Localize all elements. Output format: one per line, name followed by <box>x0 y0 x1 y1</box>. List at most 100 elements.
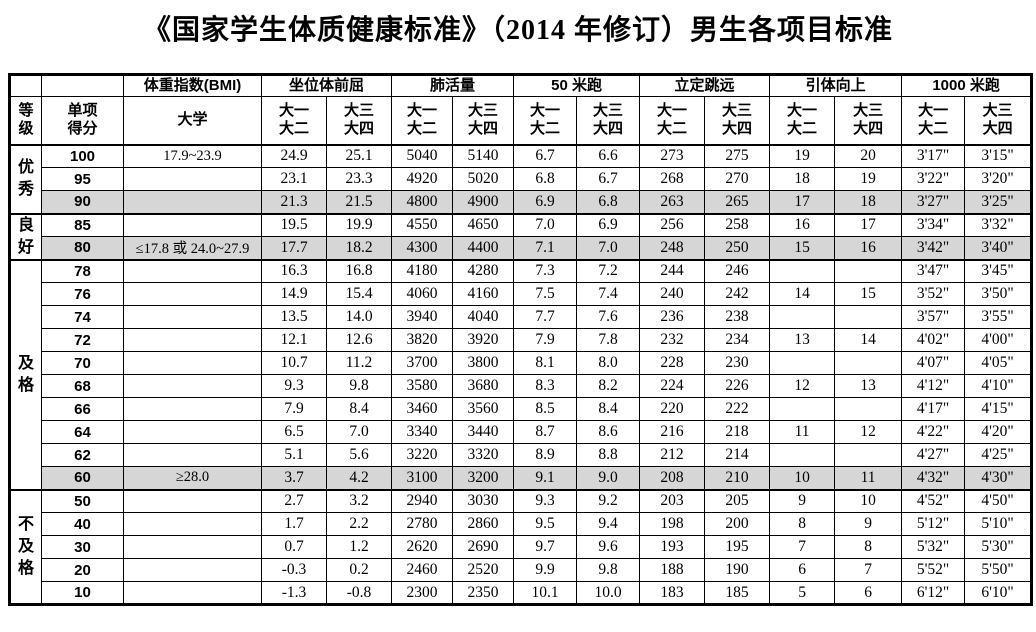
value-cell: 5'10" <box>964 512 1033 536</box>
value-cell: 2300 <box>391 581 454 605</box>
value-cell <box>834 351 903 375</box>
value-cell: 4'25" <box>964 443 1033 467</box>
value-cell: 3'17" <box>901 143 966 168</box>
table-row: 30 0.7 1.2 2620 2690 9.7 9.6 193 195 7 8 5'32" 5'30" <box>10 535 1033 559</box>
table-row: 72 12.1 12.6 3820 3920 7.9 7.8 232 234 13 14 4'02" 4… <box>10 328 1033 352</box>
value-cell: 13 <box>834 374 903 398</box>
value-cell: 248 <box>639 236 706 260</box>
bmi-cell: 17.9~23.9 <box>123 143 262 168</box>
value-cell: 4920 <box>391 167 454 191</box>
value-cell: 19.9 <box>325 212 393 237</box>
score-cell: 100 <box>41 143 124 168</box>
value-cell: 236 <box>639 305 706 329</box>
value-cell: 2520 <box>452 558 515 582</box>
value-cell: 2620 <box>391 535 454 559</box>
value-cell: 14 <box>834 328 903 352</box>
value-cell: 3'25" <box>964 190 1033 214</box>
header-sub-row: 等 级 单项 得分 大学 大一 大二 大三 大四 大一 大二 大三 大四 大一 … <box>9 96 1033 146</box>
value-cell: 7 <box>769 535 836 559</box>
grade-label: 及 格 <box>9 258 42 490</box>
value-cell: 4'52" <box>901 488 966 513</box>
value-cell: 8 <box>769 512 836 536</box>
value-cell: 19.5 <box>261 212 327 237</box>
table-row: 68 9.3 9.8 3580 3680 8.3 8.2 224 226 12 13 4'12" 4'1… <box>10 374 1033 398</box>
table-body: 优 秀 100 17.9~23.9 24.9 25.1 5040 5140 6.7 6.6 273… <box>9 143 1033 605</box>
value-cell: 0.7 <box>261 535 327 559</box>
value-cell: 2.2 <box>325 512 393 536</box>
value-cell: 7.4 <box>576 282 641 306</box>
value-cell: 220 <box>639 397 706 421</box>
value-cell: 183 <box>639 581 706 605</box>
value-cell: 3680 <box>452 374 515 398</box>
value-cell: 242 <box>704 282 771 306</box>
header-pullup-y34: 大三 大四 <box>834 96 903 146</box>
value-cell: 3.2 <box>325 488 393 513</box>
value-cell: 10.7 <box>261 351 327 375</box>
value-cell: 7.8 <box>576 328 641 352</box>
bmi-cell <box>123 190 262 214</box>
value-cell: 4060 <box>391 282 454 306</box>
table-row: 76 14.9 15.4 4060 4160 7.5 7.4 240 242 14 15 3'52" 3… <box>10 282 1033 306</box>
bmi-cell <box>123 328 262 352</box>
value-cell: 8.1 <box>513 351 578 375</box>
value-cell: 3580 <box>391 374 454 398</box>
score-cell: 40 <box>41 512 124 536</box>
value-cell: 6.9 <box>576 212 641 237</box>
table-row: 90 21.3 21.5 4800 4900 6.9 6.8 263 265 17 18 3'27" 3… <box>10 190 1033 214</box>
header-score-label: 单项 得分 <box>41 96 124 146</box>
value-cell: 4'05" <box>964 351 1033 375</box>
corner-empty-score <box>41 74 124 97</box>
value-cell: 4160 <box>452 282 515 306</box>
value-cell: 14.9 <box>261 282 327 306</box>
value-cell: 3.7 <box>261 466 327 490</box>
value-cell: 7.0 <box>576 236 641 260</box>
value-cell: 15 <box>834 282 903 306</box>
table-row: 74 13.5 14.0 3940 4040 7.7 7.6 236 238 3'57" 3'55" <box>10 305 1033 329</box>
value-cell: 5.1 <box>261 443 327 467</box>
header-jump-y34: 大三 大四 <box>704 96 771 146</box>
value-cell: 0.2 <box>325 558 393 582</box>
grade-label: 优 秀 <box>9 143 42 214</box>
value-cell: 9.0 <box>576 466 641 490</box>
value-cell: 8.2 <box>576 374 641 398</box>
table-row: 70 10.7 11.2 3700 3800 8.1 8.0 228 230 4'07" 4'05" <box>10 351 1033 375</box>
score-cell: 66 <box>41 397 124 421</box>
value-cell: 7.9 <box>261 397 327 421</box>
corner-empty-grade <box>9 74 42 97</box>
value-cell: 3560 <box>452 397 515 421</box>
table-row: 良 好 85 19.5 19.9 4550 4650 7.0 6.9 256 258 16 17 3'3… <box>9 212 1033 260</box>
value-cell: 9.3 <box>513 488 578 513</box>
col-group-1000m-run: 1000 米跑 <box>901 74 1033 97</box>
value-cell: 7.0 <box>325 420 393 444</box>
value-cell: -0.8 <box>325 581 393 605</box>
value-cell: 10.0 <box>576 581 641 605</box>
bmi-cell <box>123 535 262 559</box>
value-cell: 3220 <box>391 443 454 467</box>
bmi-cell <box>123 351 262 375</box>
value-cell: 7.2 <box>576 258 641 283</box>
value-cell: 7.5 <box>513 282 578 306</box>
header-group-row: 体重指数(BMI) 坐位体前屈 肺活量 50 米跑 立定跳远 引体向上 1000… <box>9 74 1033 97</box>
value-cell: 6.8 <box>576 190 641 214</box>
value-cell: 13 <box>769 328 836 352</box>
value-cell <box>834 397 903 421</box>
score-cell: 90 <box>41 190 124 214</box>
value-cell: 10.1 <box>513 581 578 605</box>
col-group-50m-run: 50 米跑 <box>513 74 641 97</box>
value-cell: 4'50" <box>964 488 1033 513</box>
value-cell: 5'50" <box>964 558 1033 582</box>
value-cell: -1.3 <box>261 581 327 605</box>
value-cell: 21.5 <box>325 190 393 214</box>
value-cell: 275 <box>704 143 771 168</box>
value-cell: 240 <box>639 282 706 306</box>
value-cell: 3440 <box>452 420 515 444</box>
table-row: 不 及 格 50 2.7 3.2 2940 3030 9.3 9.2 203 205 9 10 4'52… <box>9 488 1033 605</box>
value-cell: 3340 <box>391 420 454 444</box>
value-cell: 15 <box>769 236 836 260</box>
value-cell: 6.5 <box>261 420 327 444</box>
value-cell: 3'42" <box>901 236 966 260</box>
value-cell: 4650 <box>452 212 515 237</box>
value-cell: 4'17" <box>901 397 966 421</box>
col-group-standing-long-jump: 立定跳远 <box>639 74 771 97</box>
value-cell: 7.9 <box>513 328 578 352</box>
